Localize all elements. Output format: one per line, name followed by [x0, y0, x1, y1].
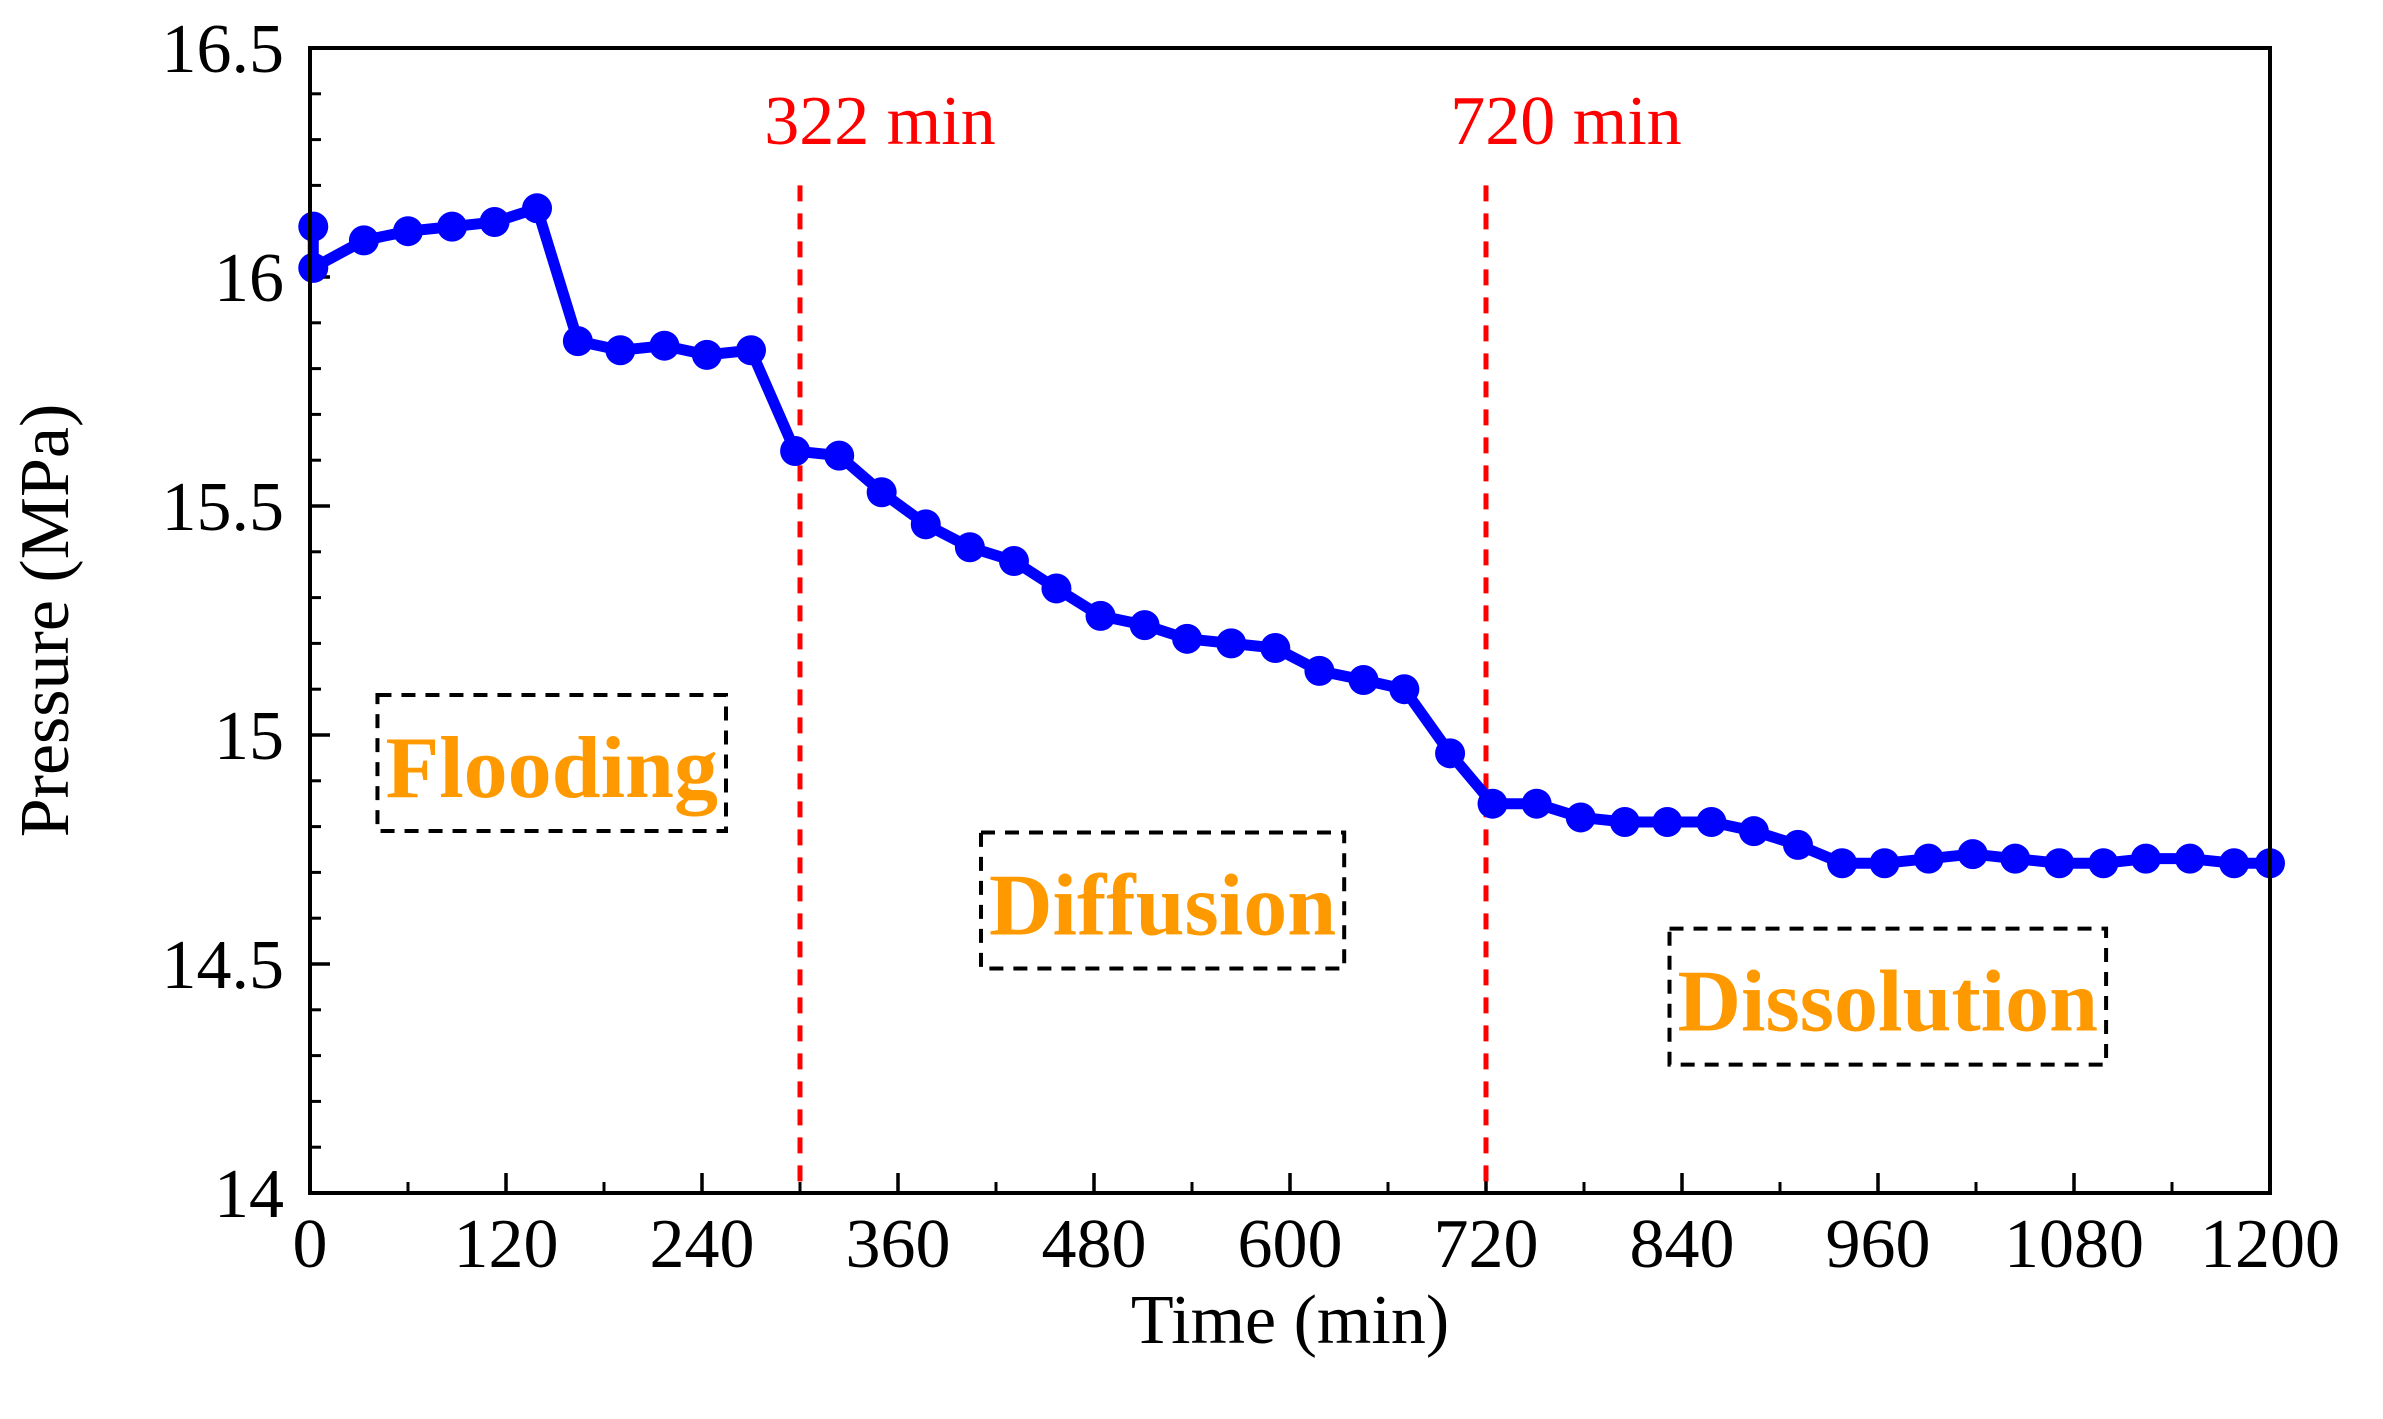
x-axis-title: Time (min) [1131, 1282, 1449, 1359]
data-point [298, 252, 329, 283]
data-point [437, 211, 468, 242]
region-box [375, 693, 729, 834]
data-point [1304, 655, 1335, 686]
plot-area-frame [308, 46, 2272, 1195]
data-point [2174, 843, 2205, 874]
data-point [605, 335, 636, 366]
data-point [1389, 674, 1420, 705]
data-point [1216, 628, 1247, 659]
data-point [479, 207, 510, 238]
region-annotation: Diffusion [979, 830, 1347, 971]
data-point [2044, 848, 2075, 879]
data-point [1782, 829, 1813, 860]
data-point [393, 216, 423, 247]
data-point [522, 193, 553, 224]
data-point [780, 436, 811, 467]
reference-line-label: 720 min [1450, 83, 1681, 160]
data-point [1041, 573, 1072, 604]
region-box [979, 830, 1347, 971]
x-tick-label: 960 [1826, 1206, 1931, 1283]
x-tick-label: 480 [1042, 1206, 1147, 1283]
data-point [1738, 816, 1769, 847]
data-point [348, 225, 379, 256]
x-tick-label: 240 [650, 1206, 755, 1283]
region-label: Flooding [385, 720, 718, 817]
x-tick-label: 120 [454, 1206, 559, 1283]
data-point [824, 440, 855, 471]
x-tick-label: 600 [1238, 1206, 1343, 1283]
data-series [298, 193, 2285, 879]
y-tick-label: 16 [214, 240, 284, 317]
data-point [1869, 848, 1900, 879]
data-point [1085, 600, 1116, 631]
data-point [866, 477, 897, 508]
data-point [1521, 788, 1552, 819]
x-tick-label: 720 [1434, 1206, 1539, 1283]
data-point [2130, 843, 2161, 874]
region-annotations: Flooding Diffusion Dissolution [375, 693, 2109, 1067]
region-annotation: Dissolution [1667, 926, 2109, 1067]
y-tick-label: 15.5 [162, 469, 285, 546]
region-box [1667, 926, 2109, 1067]
data-point [298, 211, 329, 242]
region-label: Diffusion [989, 857, 1336, 954]
data-point [562, 326, 593, 357]
data-point [1652, 807, 1683, 838]
x-tick-label: 840 [1630, 1206, 1735, 1283]
data-point [691, 339, 722, 370]
x-tick-label: 360 [846, 1206, 951, 1283]
data-point [1827, 848, 1858, 879]
y-tick-label: 15 [214, 698, 284, 775]
x-axis-tick-labels: 0 120 240 360 480 600 720 840 960 1080 1200 [293, 1206, 2341, 1283]
x-tick-label: 0 [293, 1206, 328, 1283]
data-point [1957, 839, 1988, 870]
data-point [1696, 807, 1727, 838]
reference-lines: 322 min 720 min [764, 83, 1682, 1193]
data-point [1260, 632, 1291, 663]
x-tick-label: 1200 [2200, 1206, 2340, 1283]
data-point [1348, 665, 1379, 696]
data-point [1172, 623, 1203, 654]
y-tick-label: 14.5 [162, 927, 285, 1004]
region-annotation: Flooding [375, 693, 729, 834]
y-axis-tick-labels: 14 14.5 15 15.5 16 16.5 [162, 11, 285, 1233]
reference-line-label: 322 min [764, 83, 995, 160]
y-tick-label: 14 [214, 1156, 284, 1233]
x-tick-label: 1080 [2004, 1206, 2144, 1283]
y-axis-title: Pressure (MPa) [7, 404, 84, 838]
y-tick-label: 16.5 [162, 11, 285, 88]
data-point [1913, 843, 1944, 874]
data-point [1477, 788, 1508, 819]
region-label: Dissolution [1678, 954, 2099, 1051]
data-point [1565, 802, 1596, 833]
data-point [2000, 843, 2031, 874]
data-point [2219, 848, 2250, 879]
data-point [1609, 807, 1640, 838]
data-point [649, 330, 680, 361]
data-point [736, 335, 766, 366]
data-point [1129, 610, 1160, 641]
data-point [2088, 848, 2119, 879]
data-point [954, 532, 985, 563]
data-point [910, 509, 941, 540]
data-point [1435, 738, 1466, 769]
data-point [998, 545, 1029, 576]
